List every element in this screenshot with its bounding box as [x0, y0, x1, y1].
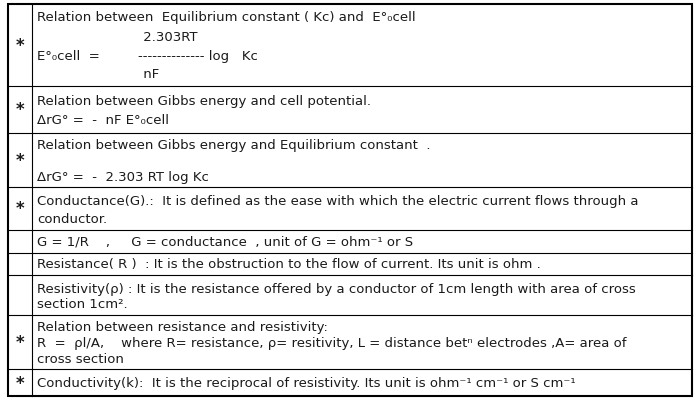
Text: *: * [15, 374, 24, 392]
Text: conductor.: conductor. [37, 212, 107, 225]
Text: *: * [15, 151, 24, 169]
Text: Relation between  Equilibrium constant ( Kc) and  E°₀cell: Relation between Equilibrium constant ( … [37, 10, 416, 24]
Text: Resistivity(ρ) : It is the resistance offered by a conductor of 1cm length with : Resistivity(ρ) : It is the resistance of… [37, 282, 636, 295]
Text: Resistance( R )  : It is the obstruction to the flow of current. Its unit is ohm: Resistance( R ) : It is the obstruction … [37, 258, 541, 271]
Text: nF: nF [37, 68, 160, 81]
Text: R  =  ρl/A,    where R= resistance, ρ= resitivity, L = distance betⁿ electrodes : R = ρl/A, where R= resistance, ρ= resiti… [37, 336, 626, 349]
Text: ΔrG° =  -  nF E°₀cell: ΔrG° = - nF E°₀cell [37, 114, 169, 127]
Text: Conductivity(k):  It is the reciprocal of resistivity. Its unit is ohm⁻¹ cm⁻¹ or: Conductivity(k): It is the reciprocal of… [37, 376, 575, 389]
Text: *: * [15, 200, 24, 218]
Text: G = 1/R    ,     G = conductance  , unit of G = ohm⁻¹ or S: G = 1/R , G = conductance , unit of G = … [37, 235, 413, 248]
Text: *: * [15, 333, 24, 351]
Text: Relation between resistance and resistivity:: Relation between resistance and resistiv… [37, 320, 328, 334]
Text: *: * [15, 101, 24, 119]
Text: 2.303RT: 2.303RT [37, 30, 197, 43]
Text: Conductance(G).:  It is defined as the ease with which the electric current flow: Conductance(G).: It is defined as the ea… [37, 194, 638, 207]
Text: cross section: cross section [37, 352, 124, 365]
Text: Relation between Gibbs energy and Equilibrium constant  .: Relation between Gibbs energy and Equili… [37, 139, 430, 152]
Text: *: * [15, 37, 24, 55]
Text: Relation between Gibbs energy and cell potential.: Relation between Gibbs energy and cell p… [37, 95, 371, 107]
Text: section 1cm².: section 1cm². [37, 298, 127, 311]
Text: E°₀cell  =         -------------- log   Kc: E°₀cell = -------------- log Kc [37, 50, 258, 63]
Text: ΔrG° =  -  2.303 RT log Kc: ΔrG° = - 2.303 RT log Kc [37, 170, 209, 184]
